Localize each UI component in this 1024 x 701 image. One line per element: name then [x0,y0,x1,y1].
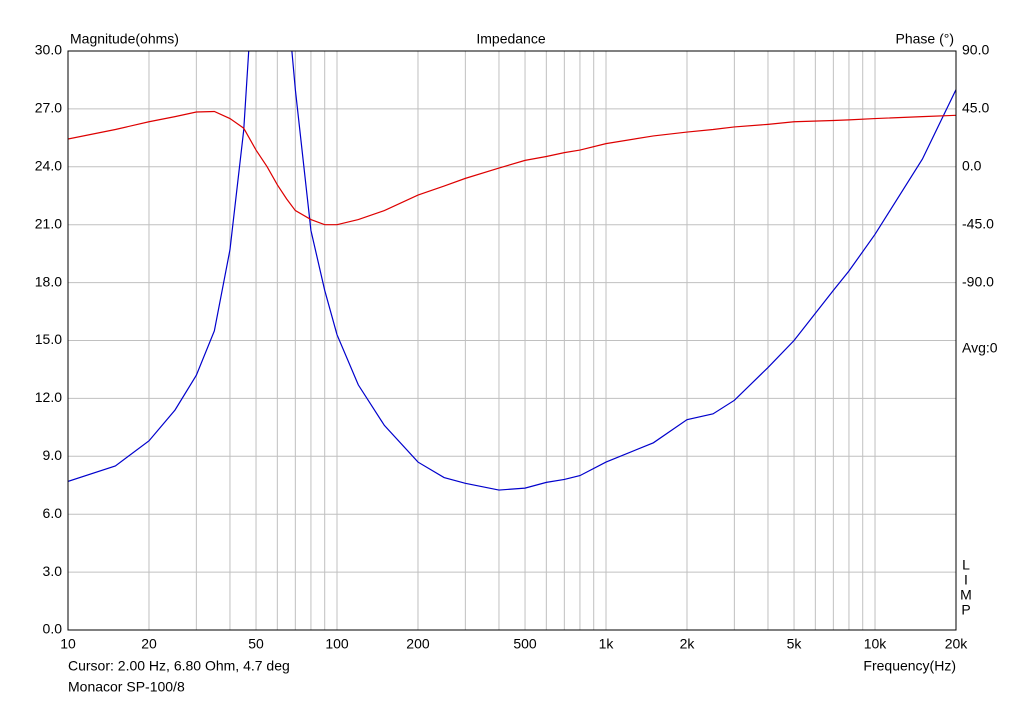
y-tick-label: 30.0 [35,42,62,58]
y-tick-label: 24.0 [35,158,62,174]
x-tick-label: 2k [680,636,696,652]
y2-tick-label: 90.0 [962,42,989,58]
x-tick-label: 20k [945,636,969,652]
y2-tick-label: 0.0 [962,158,982,174]
annotation: Avg:0 [962,340,998,356]
series-line [68,51,956,491]
x-tick-label: 50 [248,636,264,652]
brand-letter: P [961,602,970,618]
x-tick-label: 200 [406,636,430,652]
x-tick-label: 1k [599,636,615,652]
y-tick-label: 12.0 [35,389,62,405]
cursor-text: Cursor: 2.00 Hz, 6.80 Ohm, 4.7 deg [68,658,290,674]
plot-border [67,50,957,631]
y-tick-label: 15.0 [35,331,62,347]
x-tick-label: 20 [141,636,157,652]
y-tick-label: 27.0 [35,100,62,116]
series-line [68,110,956,226]
y-tick-label: 21.0 [35,215,62,231]
x-axis-label: Frequency(Hz) [863,658,956,674]
y2-tick-label: -45.0 [962,215,994,231]
x-tick-label: 500 [513,636,537,652]
y-tick-label: 6.0 [43,505,63,521]
x-tick-label: 100 [325,636,349,652]
y2-tick-label: -90.0 [962,273,994,289]
brand-letter: L [962,557,970,573]
x-tick-label: 10k [864,636,888,652]
brand-letter: M [960,587,972,603]
y2-tick-label: 45.0 [962,100,989,116]
brand-letter: I [964,572,968,588]
chart-title: Impedance [476,31,545,47]
x-tick-label: 5k [787,636,803,652]
y2-axis-label: Phase (°) [895,31,954,47]
y-tick-label: 3.0 [43,563,63,579]
footer: Monacor SP-100/8 [68,679,185,695]
y-tick-label: 9.0 [43,447,63,463]
y-axis-label: Magnitude(ohms) [70,31,179,47]
x-tick-label: 10 [60,636,76,652]
y-tick-label: 18.0 [35,273,62,289]
y-tick-label: 0.0 [43,621,63,637]
